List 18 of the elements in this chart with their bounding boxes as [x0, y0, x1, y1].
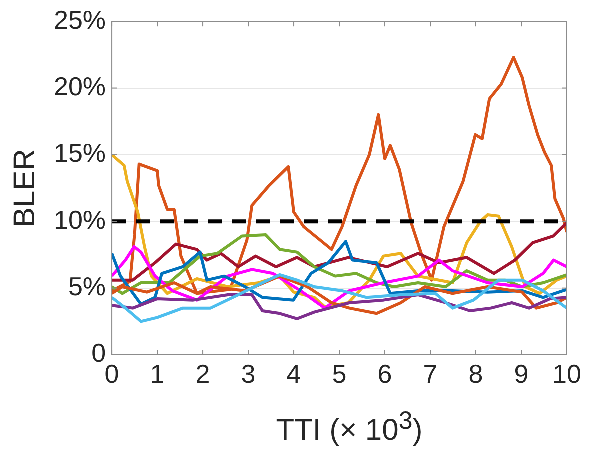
x-tick-label: 3 [241, 359, 256, 390]
x-tick-label: 9 [514, 359, 529, 390]
x-tick-label: 10 [552, 359, 582, 390]
x-tick-label: 7 [423, 359, 438, 390]
y-tick-label: 0 [92, 338, 106, 368]
x-tick-label: 6 [378, 359, 392, 390]
x-tick-label: 5 [332, 359, 347, 390]
y-tick-label: 25% [54, 4, 106, 35]
x-tick-label: 2 [196, 359, 210, 390]
y-axis-title: BLER [8, 149, 42, 228]
y-tick-label: 5% [68, 271, 106, 302]
x-tick-label: 1 [150, 359, 165, 390]
x-axis-title: TTI (× 10$^{3}$) [275, 406, 424, 449]
y-tick-label: 10% [54, 204, 106, 235]
x-tick-label: 4 [286, 359, 302, 390]
x-tick-label: 8 [468, 359, 484, 390]
y-tick-label: 20% [54, 71, 106, 102]
y-tick-label: 15% [54, 138, 106, 168]
